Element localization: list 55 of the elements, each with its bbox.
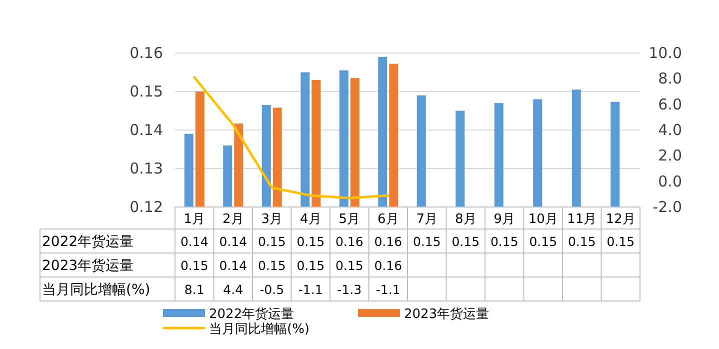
data-label: 0.15 (258, 258, 286, 273)
data-label: 0.15 (258, 234, 286, 249)
x-tick-label: 10月 (528, 212, 558, 227)
x-tick-label: 3月 (261, 212, 283, 227)
data-label: 0.15 (529, 234, 558, 249)
data-label: 0.16 (374, 234, 402, 249)
x-tick-label: 9月 (494, 212, 516, 227)
y2-tick-label: -2.0 (652, 198, 682, 216)
x-tick-label: 8月 (454, 212, 476, 227)
text: 当月同比增幅(%) (42, 282, 150, 298)
data-label: 0.15 (335, 258, 364, 273)
data-label: 0.14 (180, 234, 208, 249)
legend-label: 当月同比增幅(%) (209, 322, 310, 337)
y2-tick-label: 0.0 (658, 172, 682, 190)
data-label: 0.15 (180, 258, 208, 273)
x-tick-label: 11月 (567, 212, 597, 227)
y2-tick-label: 2.0 (658, 146, 682, 165)
data-label: -1.1 (298, 282, 323, 297)
x-tick-label: 7月 (416, 212, 438, 227)
x-tick-label: 6月 (377, 212, 399, 227)
y-tick-label: 0.15 (130, 82, 163, 100)
text: 2023年货运量 (42, 258, 134, 274)
x-tick-label: 4月 (300, 212, 322, 227)
y-tick-label: 0.16 (130, 44, 163, 62)
data-label: 0.15 (296, 258, 325, 273)
data-label: 0.15 (296, 234, 325, 249)
data-label: 0.15 (568, 234, 596, 249)
data-label: 0.15 (452, 234, 480, 249)
legend-label: 2022年货运量 (209, 307, 294, 322)
data-label: 4.4 (223, 282, 244, 297)
x-tick-label: 1月 (184, 212, 206, 227)
data-label: 0.14 (219, 258, 248, 273)
y2-tick-label: 6.0 (658, 95, 682, 114)
data-label: 0.16 (335, 234, 364, 249)
x-tick-label: 2月 (222, 212, 244, 227)
legend-label: 2023年货运量 (404, 307, 490, 322)
y2-tick-label: 4.0 (658, 121, 682, 139)
y-tick-label: 0.12 (130, 198, 163, 216)
x-tick-label: 12月 (606, 212, 636, 227)
data-label: 8.1 (184, 282, 204, 297)
data-label: -1.3 (337, 282, 362, 297)
x-tick-label: 5月 (338, 212, 360, 227)
y2-tick-label: 8.0 (658, 70, 682, 88)
text: 2022年货运量 (42, 234, 134, 250)
data-label: 0.14 (219, 234, 248, 249)
y-tick-label: 0.13 (130, 160, 163, 178)
data-label: 0.15 (412, 234, 441, 249)
data-label: -1.1 (376, 282, 400, 297)
y-tick-label: 0.14 (130, 121, 163, 139)
data-label: 0.15 (490, 234, 518, 249)
line-series (193, 76, 390, 200)
data-label: 0.15 (606, 234, 635, 249)
y2-tick-label: 10.0 (648, 44, 682, 62)
data-label: -0.5 (260, 282, 284, 297)
data-label: 0.16 (374, 258, 402, 273)
